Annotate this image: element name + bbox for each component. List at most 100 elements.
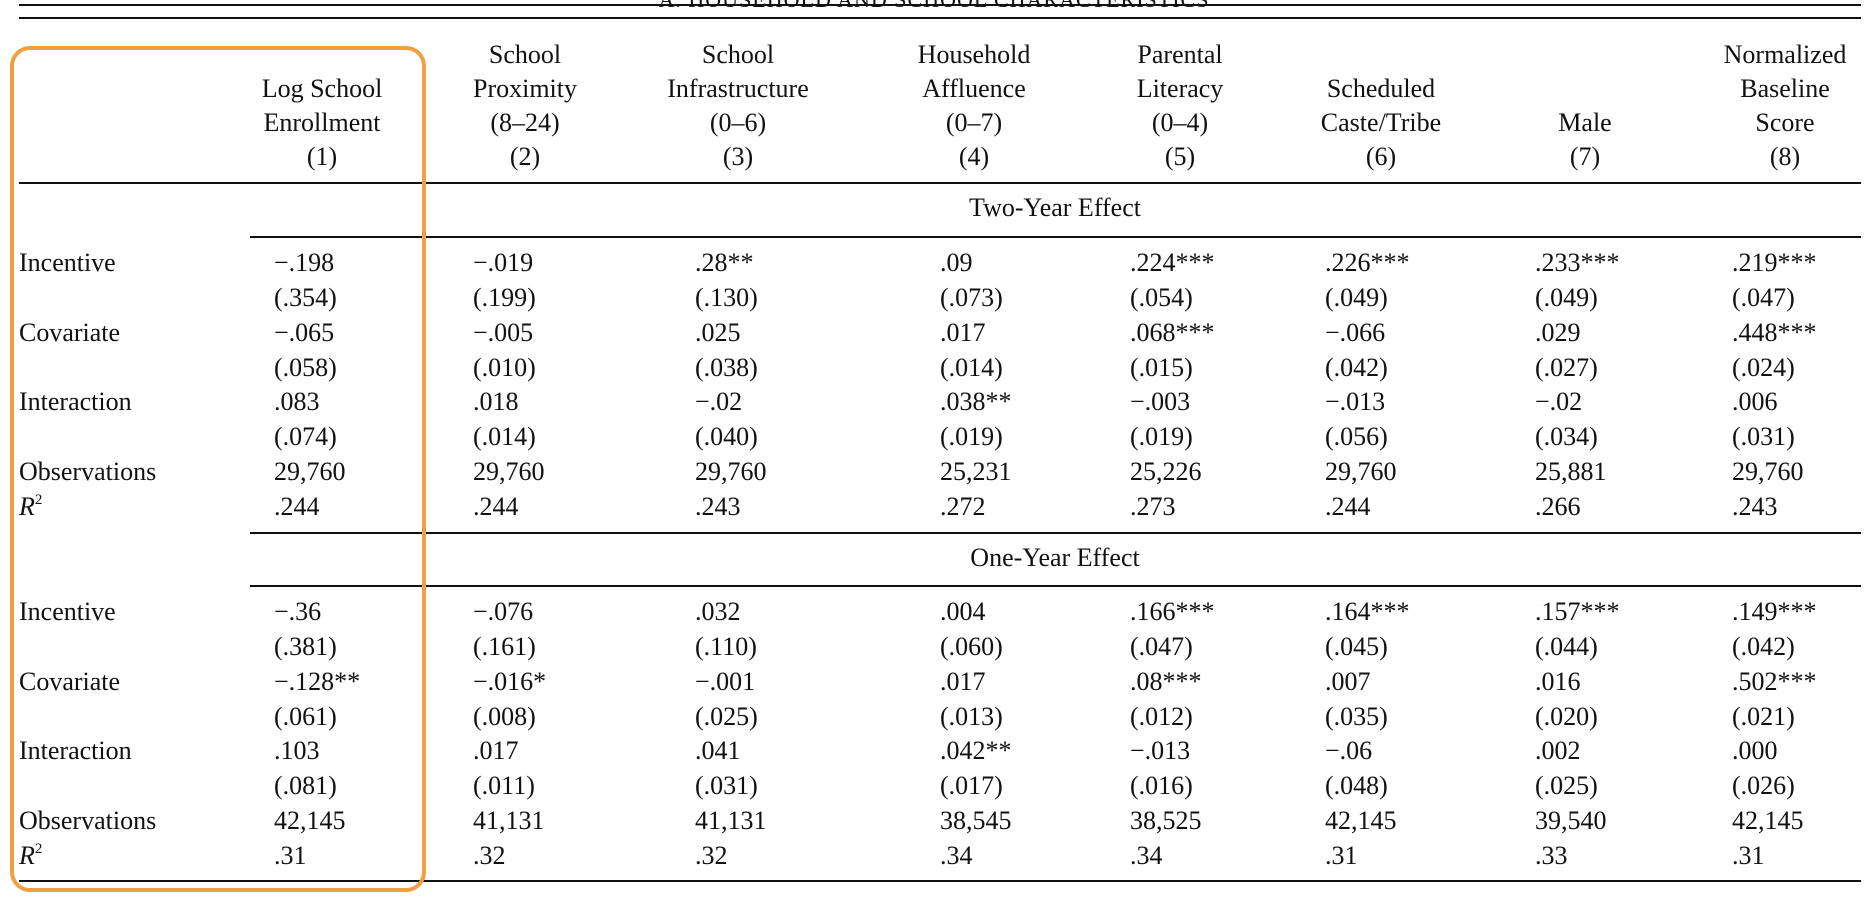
table-cell: .149*** [1732,597,1817,626]
table-cell: .233*** [1535,248,1620,277]
top-double-rule-a [19,4,1861,6]
table-cell: (.049) [1325,283,1388,312]
table-cell: .244 [1325,492,1371,521]
panel-title-rule [250,236,1861,238]
table-cell: 41,131 [473,806,545,835]
table-cell: .017 [940,667,986,696]
column-header-line: School [488,40,562,69]
column-header-line: Baseline [1740,74,1830,103]
row-label: Incentive [19,248,116,277]
table-cell: .243 [1732,492,1778,521]
table-cell: (.054) [1130,283,1193,312]
column-header-line: Proximity [472,74,578,103]
table-cell: (.025) [695,702,758,731]
table-cell: (.045) [1325,632,1388,661]
header-bottom-rule [19,182,1861,184]
table-cell: .018 [473,387,519,416]
table-cell: .041 [695,736,741,765]
table-cell: (.061) [274,702,337,731]
table-cell: .244 [274,492,320,521]
table-cell: (.020) [1535,702,1598,731]
table-cell: (.031) [1732,422,1795,451]
table-cell: (.040) [695,422,758,451]
column-header-line: (0–6) [709,108,767,137]
row-label: R2 [19,492,42,522]
table-cell: 29,760 [695,457,767,486]
row-label: Observations [19,806,157,835]
table-cell: .083 [274,387,320,416]
table-cell: (.161) [473,632,536,661]
table-cell: (.019) [1130,422,1193,451]
column-header-line: (0–4) [1151,108,1209,137]
table-cell: 42,145 [1325,806,1397,835]
table-cell: .31 [274,841,307,870]
table-cell: (.130) [695,283,758,312]
table-cell: .32 [473,841,506,870]
table-cell: (.047) [1130,632,1193,661]
column-header-line: Scheduled [1326,74,1436,103]
table-cell: (.031) [695,771,758,800]
table-cell: (.047) [1732,283,1795,312]
r-squared-label: R [19,841,35,870]
r-squared-label: R [19,492,35,521]
table-cell: .226*** [1325,248,1410,277]
column-header-line: (1) [306,142,338,171]
table-cell: .219*** [1732,248,1817,277]
table-cell: −.013 [1325,387,1386,416]
table-cell: (.354) [274,283,337,312]
table-cell: 39,540 [1535,806,1607,835]
table-bottom-rule [19,880,1861,882]
table-cell: .017 [473,736,519,765]
column-header-line: (3) [722,142,754,171]
column-header-line: (4) [958,142,990,171]
table-cell: (.058) [274,353,337,382]
table-cell: −.02 [695,387,743,416]
table-cell: .08*** [1130,667,1202,696]
table-cell: 29,760 [274,457,346,486]
table-cell: 38,525 [1130,806,1202,835]
row-label: Covariate [19,318,121,347]
table-cell: −.013 [1130,736,1191,765]
table-cell: .244 [473,492,519,521]
table-cell: .272 [940,492,986,521]
column-header-line: (6) [1365,142,1397,171]
table-cell: 29,760 [1732,457,1804,486]
table-cell: .038** [940,387,1012,416]
table-cell: (.060) [940,632,1003,661]
table-cell: .34 [1130,841,1163,870]
column-header-line: Parental [1137,40,1223,69]
table-cell: .164*** [1325,597,1410,626]
table-cell: −.016* [473,667,547,696]
column-header-line: (5) [1164,142,1196,171]
table-cell: (.049) [1535,283,1598,312]
table-cell: −.36 [274,597,322,626]
table-cell: .243 [695,492,741,521]
row-label: Interaction [19,736,132,765]
table-cell: (.011) [473,771,535,800]
column-header-line: (8–24) [490,108,560,137]
table-cell: .068*** [1130,318,1215,347]
table-cell: (.015) [1130,353,1193,382]
column-header-line: (2) [509,142,541,171]
table-cell: .09 [940,248,973,277]
table-cell: (.038) [695,353,758,382]
table-cell: .002 [1535,736,1581,765]
table-cell: 25,226 [1130,457,1202,486]
table-cell: (.035) [1325,702,1388,731]
table-cell: .31 [1325,841,1358,870]
table-cell: .103 [274,736,320,765]
table-cell: −.06 [1325,736,1373,765]
column-header-line: (0–7) [945,108,1003,137]
table-cell: −.198 [274,248,335,277]
table-cell: 38,545 [940,806,1012,835]
table-cell: .448*** [1732,318,1817,347]
table-cell: (.016) [1130,771,1193,800]
table-cell: −.003 [1130,387,1191,416]
table-cell: −.019 [473,248,534,277]
table-cell: .004 [940,597,986,626]
table-cell: .006 [1732,387,1778,416]
table-cell: (.027) [1535,353,1598,382]
r-squared-superscript: 2 [34,492,43,508]
panel-title-rule [250,585,1861,587]
table-cell: (.044) [1535,632,1598,661]
